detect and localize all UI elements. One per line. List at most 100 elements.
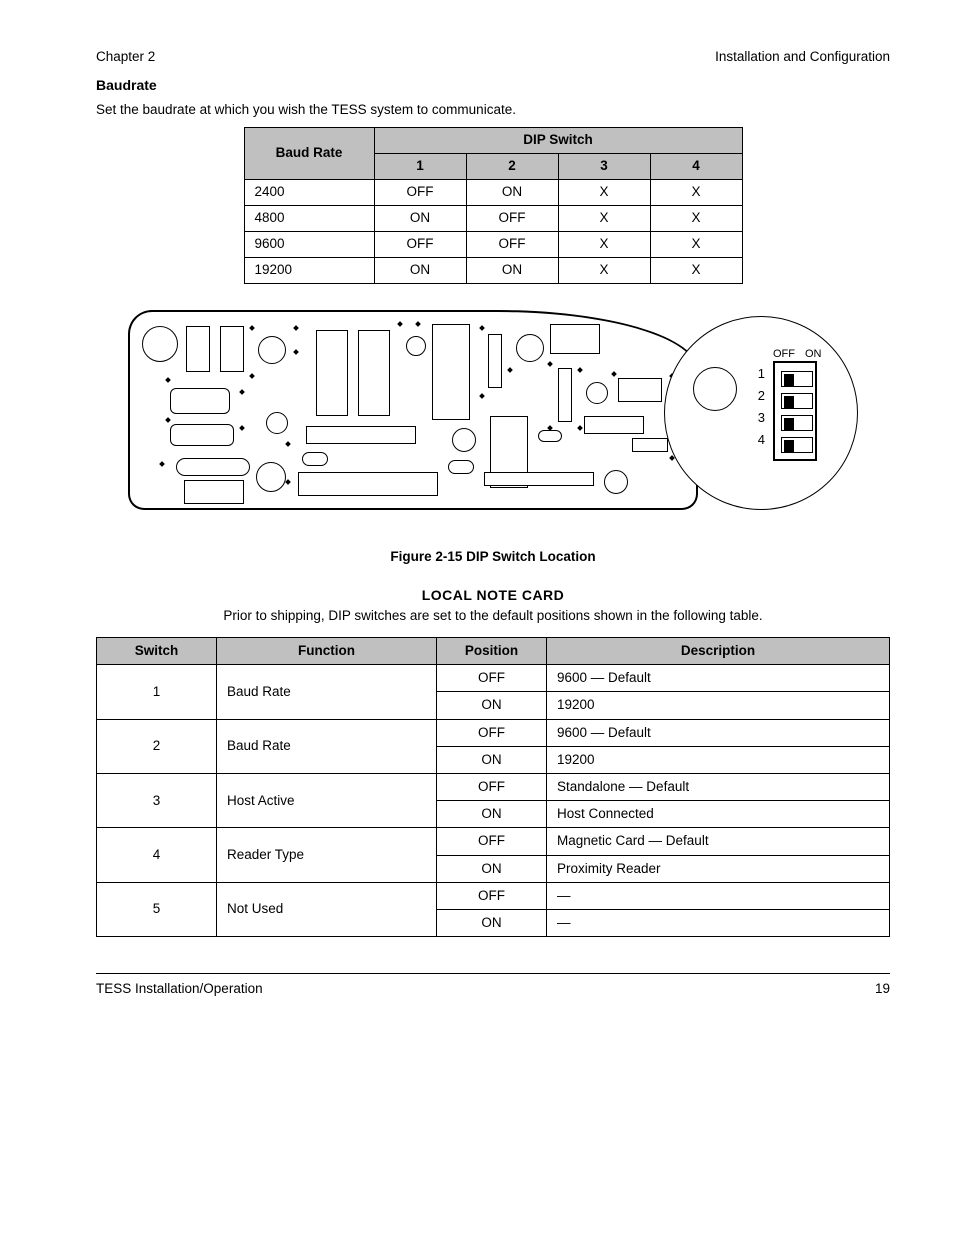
footer-left: TESS Installation/Operation [96, 980, 263, 998]
tbl2-r0-p0: OFF [437, 665, 547, 692]
tbl2-r0-d0: 9600 — Default [547, 665, 890, 692]
tbl2-r1-d1: 19200 [547, 746, 890, 773]
tbl1-r2-1: OFF [466, 231, 558, 257]
tbl1-r0-1: ON [466, 180, 558, 206]
tbl2-r0-sw: 1 [97, 665, 217, 719]
tbl2-h1: Function [217, 637, 437, 664]
tbl2-r2-p1: ON [437, 801, 547, 828]
dip-slot-3 [781, 415, 813, 431]
tbl1-r3-2: X [558, 257, 650, 283]
tbl2-r2-sw: 3 [97, 774, 217, 828]
tbl2-r1-fn: Baud Rate [217, 719, 437, 773]
tbl2-r0-fn: Baud Rate [217, 665, 437, 719]
table-row: 2400 OFF ON X X [244, 180, 742, 206]
tbl1-r1-3: X [650, 205, 742, 231]
section-title: Baudrate [96, 76, 890, 95]
table-row: 4 Reader Type OFF Magnetic Card — Defaul… [97, 828, 890, 855]
tbl2-r2-d1: Host Connected [547, 801, 890, 828]
table-row: 19200 ON ON X X [244, 257, 742, 283]
tbl1-r0-2: X [558, 180, 650, 206]
header-left: Chapter 2 [96, 48, 155, 66]
tbl2-r4-fn: Not Used [217, 882, 437, 936]
tbl1-col-3: 3 [558, 154, 650, 180]
tbl1-r2-0: OFF [374, 231, 466, 257]
dip-num-2: 2 [758, 387, 765, 405]
tbl2-r0-p1: ON [437, 692, 547, 719]
tbl2-r1-p0: OFF [437, 719, 547, 746]
tbl1-r3-1: ON [466, 257, 558, 283]
dip-num-3: 3 [758, 409, 765, 427]
dip-off-label: OFF [773, 347, 795, 362]
tbl1-r0-3: X [650, 180, 742, 206]
footer-rule [96, 973, 890, 974]
figure-caption: Figure 2-15 DIP Switch Location [96, 548, 890, 566]
dip-switch-icon [773, 361, 817, 461]
tbl2-r1-sw: 2 [97, 719, 217, 773]
footer-right: 19 [875, 980, 890, 998]
dip-slot-1 [781, 371, 813, 387]
tbl1-colspan-head: DIP Switch [374, 128, 742, 154]
tbl1-r1-0: ON [374, 205, 466, 231]
section-intro: Set the baudrate at which you wish the T… [96, 101, 890, 119]
detail-callout: OFF ON 1 2 3 4 [664, 316, 858, 510]
tbl1-r3-label: 19200 [244, 257, 374, 283]
tbl1-col-4: 4 [650, 154, 742, 180]
tbl1-r3-3: X [650, 257, 742, 283]
tbl1-rowhead: Baud Rate [244, 128, 374, 180]
tbl1-col-2: 2 [466, 154, 558, 180]
pcb-figure: OFF ON 1 2 3 4 [128, 310, 858, 540]
dip-on-label: ON [805, 347, 822, 362]
tbl2-r4-p1: ON [437, 910, 547, 937]
tbl2-r4-d0: — [547, 882, 890, 909]
dip-num-4: 4 [758, 431, 765, 449]
tbl1-r1-label: 4800 [244, 205, 374, 231]
tbl1-r3-0: ON [374, 257, 466, 283]
tbl2-h0: Switch [97, 637, 217, 664]
dip-slot-2 [781, 393, 813, 409]
table-row: 2 Baud Rate OFF 9600 — Default [97, 719, 890, 746]
table-row: 1 Baud Rate OFF 9600 — Default [97, 665, 890, 692]
tbl2-r4-sw: 5 [97, 882, 217, 936]
tbl1-r2-3: X [650, 231, 742, 257]
tbl2-r3-p1: ON [437, 855, 547, 882]
dip-slot-4 [781, 437, 813, 453]
hole-icon [693, 367, 737, 411]
tbl2-r3-p0: OFF [437, 828, 547, 855]
header-right: Installation and Configuration [715, 48, 890, 66]
page-footer: TESS Installation/Operation 19 [96, 980, 890, 998]
baudrate-table: Baud Rate DIP Switch 1 2 3 4 2400 OFF ON… [244, 127, 743, 283]
tbl1-r2-label: 9600 [244, 231, 374, 257]
dip-default-table: Switch Function Position Description 1 B… [96, 637, 890, 937]
table-row: 4800 ON OFF X X [244, 205, 742, 231]
table-row: 5 Not Used OFF — [97, 882, 890, 909]
tbl2-h3: Description [547, 637, 890, 664]
pcb-board-icon [128, 310, 698, 510]
dip-num-1: 1 [758, 365, 765, 383]
tbl2-r3-sw: 4 [97, 828, 217, 882]
page-header: Chapter 2 Installation and Configuration [96, 48, 890, 66]
tbl2-h2: Position [437, 637, 547, 664]
tbl1-r2-2: X [558, 231, 650, 257]
tbl2-r4-d1: — [547, 910, 890, 937]
tbl1-r1-2: X [558, 205, 650, 231]
tbl1-r1-1: OFF [466, 205, 558, 231]
tbl2-r0-d1: 19200 [547, 692, 890, 719]
tbl2-r2-p0: OFF [437, 774, 547, 801]
solder-points-icon [130, 312, 700, 512]
note-body: Prior to shipping, DIP switches are set … [96, 607, 890, 625]
tbl2-r3-d0: Magnetic Card — Default [547, 828, 890, 855]
tbl2-r2-d0: Standalone — Default [547, 774, 890, 801]
tbl1-r0-label: 2400 [244, 180, 374, 206]
tbl2-r1-d0: 9600 — Default [547, 719, 890, 746]
tbl2-r3-fn: Reader Type [217, 828, 437, 882]
tbl2-r1-p1: ON [437, 746, 547, 773]
table-row: 3 Host Active OFF Standalone — Default [97, 774, 890, 801]
tbl2-r2-fn: Host Active [217, 774, 437, 828]
tbl1-r0-0: OFF [374, 180, 466, 206]
table-row: 9600 OFF OFF X X [244, 231, 742, 257]
tbl1-col-1: 1 [374, 154, 466, 180]
tbl2-r3-d1: Proximity Reader [547, 855, 890, 882]
note-title: LOCAL NOTE CARD [96, 586, 890, 605]
tbl2-r4-p0: OFF [437, 882, 547, 909]
baudrate-table-wrap: Baud Rate DIP Switch 1 2 3 4 2400 OFF ON… [96, 127, 890, 283]
